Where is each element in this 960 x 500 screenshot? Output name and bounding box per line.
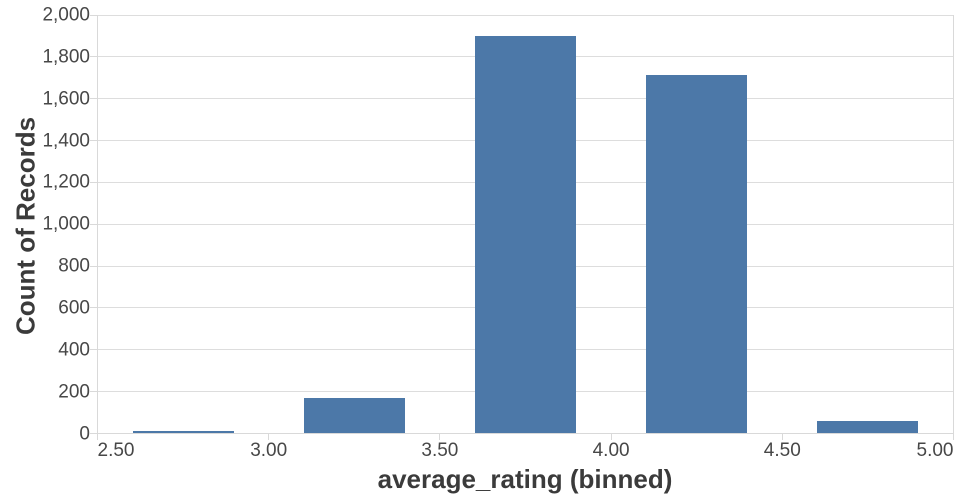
y-axis-tick-label: 1,000 xyxy=(42,213,90,235)
y-axis-tick xyxy=(90,433,97,434)
x-axis-tick xyxy=(953,433,954,440)
x-axis-tick xyxy=(610,433,612,440)
y-axis-tick xyxy=(90,14,97,16)
x-axis-tick-label: 2.50 xyxy=(97,440,135,461)
x-axis-domain-line xyxy=(97,433,954,434)
y-axis-tick-label: 1,600 xyxy=(42,88,90,110)
gridline xyxy=(97,14,954,16)
plot-right-border xyxy=(953,15,954,434)
y-axis-tick-label: 400 xyxy=(58,339,90,361)
y-axis-title: Count of Records xyxy=(10,116,41,336)
x-axis-tick xyxy=(781,433,783,440)
bar xyxy=(303,397,405,434)
y-axis-tick xyxy=(90,140,97,142)
x-axis-tick-label: 5.00 xyxy=(916,440,954,461)
y-axis-tick-label: 0 xyxy=(79,423,90,444)
y-axis-domain-line xyxy=(97,15,98,434)
y-axis-tick xyxy=(90,56,97,58)
y-axis-tick-label: 2,000 xyxy=(42,4,90,26)
y-axis-tick-label: 1,400 xyxy=(42,130,90,152)
y-axis-tick-label: 200 xyxy=(58,381,90,403)
y-axis-tick-label: 600 xyxy=(58,297,90,319)
y-axis-tick xyxy=(90,223,97,225)
bar xyxy=(475,35,576,434)
x-axis-tick-label: 4.50 xyxy=(763,440,801,461)
bar xyxy=(132,430,234,434)
y-axis-tick-label: 1,200 xyxy=(42,171,90,193)
y-axis-tick-label: 800 xyxy=(58,255,90,277)
y-axis-tick xyxy=(90,265,97,267)
x-axis-tick-label: 4.00 xyxy=(592,440,630,461)
y-axis-tick xyxy=(90,307,97,309)
y-axis-tick xyxy=(90,349,97,351)
x-axis-tick-label: 3.50 xyxy=(421,440,459,461)
x-axis-tick-label: 3.00 xyxy=(250,440,288,461)
x-axis-tick xyxy=(439,433,441,440)
bar xyxy=(817,420,919,434)
y-axis-tick xyxy=(90,98,97,100)
y-axis-tick-label: 1,800 xyxy=(42,46,90,68)
bar xyxy=(646,74,748,434)
x-axis-tick xyxy=(268,433,270,440)
x-axis-tick xyxy=(97,433,98,440)
y-axis-tick xyxy=(90,181,97,183)
x-axis-title: average_rating (binned) xyxy=(377,464,673,494)
y-axis-tick xyxy=(90,391,97,393)
